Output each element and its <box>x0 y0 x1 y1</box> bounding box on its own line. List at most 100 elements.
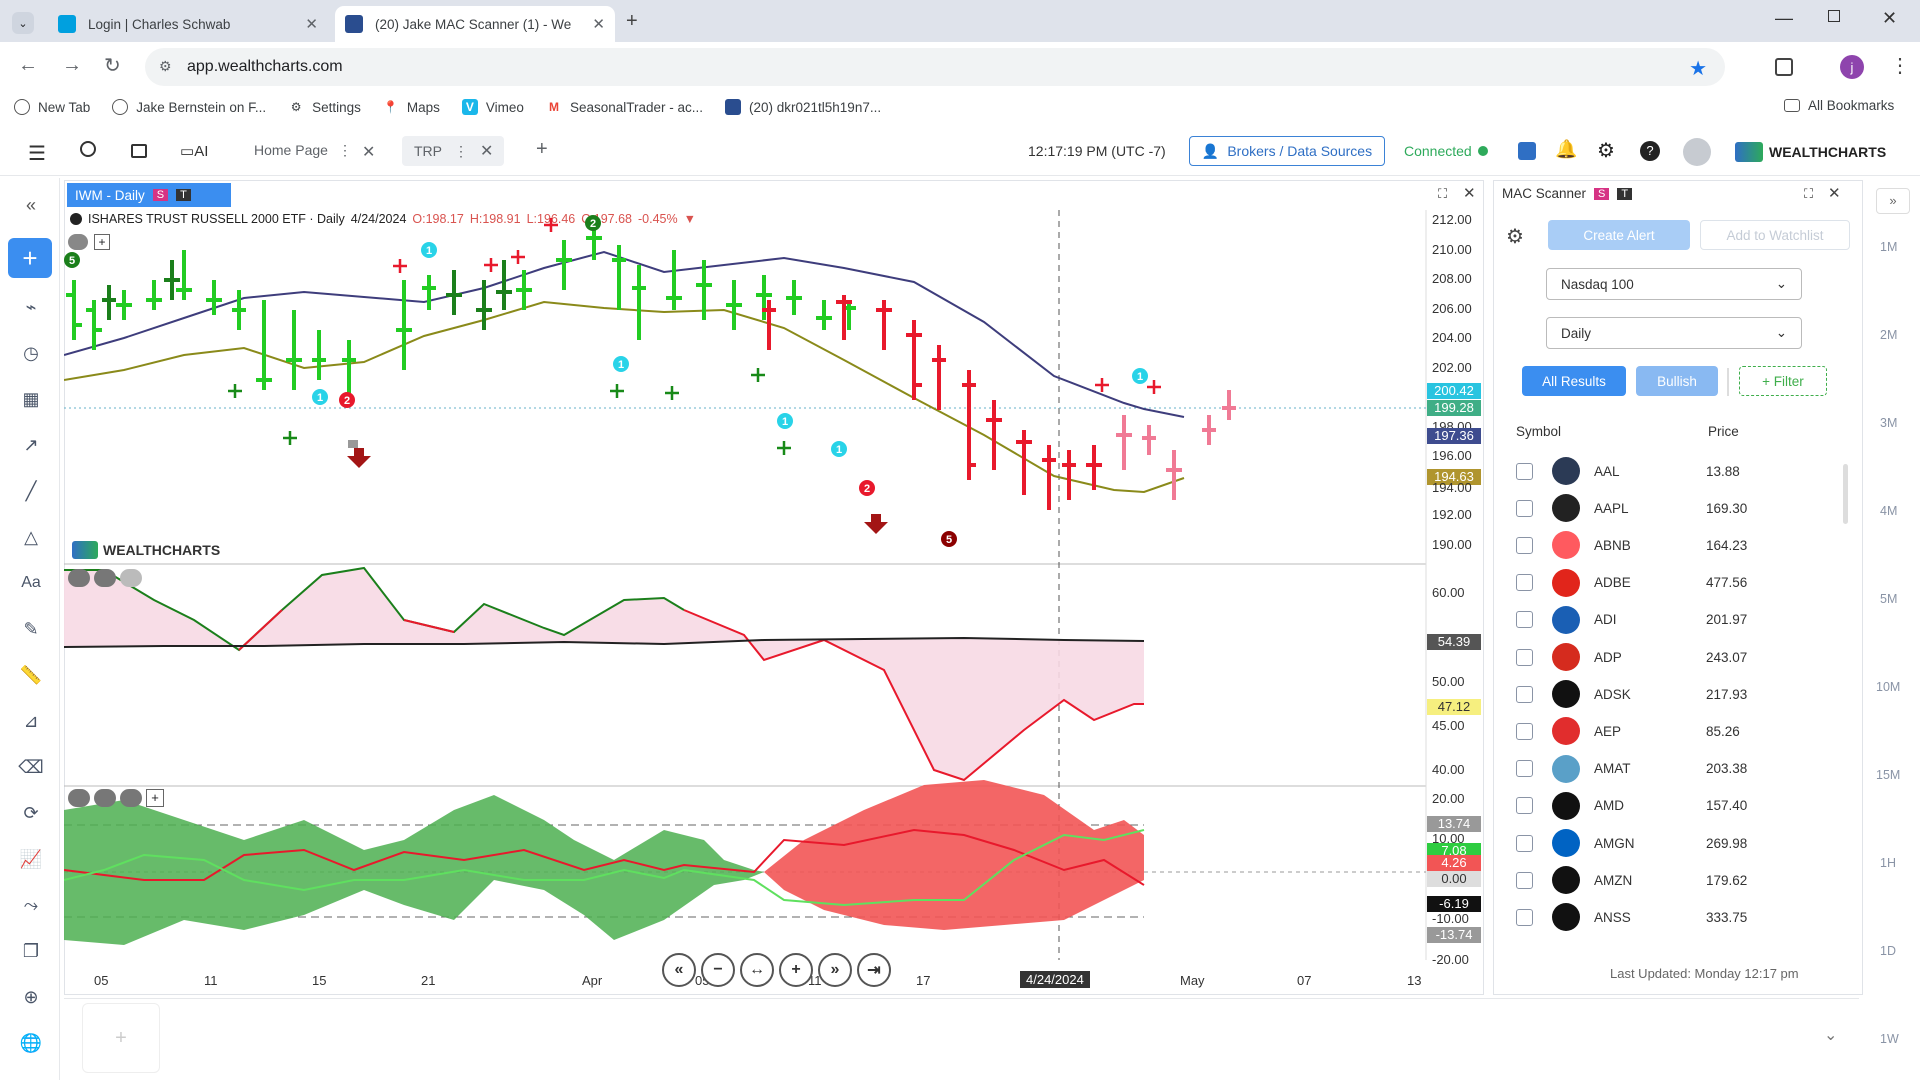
row-checkbox[interactable] <box>1516 760 1533 778</box>
add-indicator-icon[interactable]: + <box>146 789 164 807</box>
row-checkbox[interactable] <box>1516 462 1533 480</box>
scanner-row[interactable]: ADP 243.07 <box>1516 642 1846 672</box>
ai-button[interactable]: ▭AI <box>180 143 209 160</box>
shape-tool-icon[interactable]: △ <box>24 526 38 547</box>
text-tool-icon[interactable]: Aa <box>21 574 41 591</box>
row-checkbox[interactable] <box>1516 536 1533 554</box>
trend-icon[interactable]: ↗ <box>23 434 39 455</box>
extensions-icon[interactable] <box>1775 58 1793 76</box>
column-header-symbol[interactable]: Symbol <box>1516 424 1562 439</box>
column-header-price[interactable]: Price <box>1708 424 1739 439</box>
browser-tab-schwab[interactable]: Login | Charles Schwab ✕ <box>48 6 328 42</box>
add-widget-button[interactable]: + <box>82 1003 160 1073</box>
zoom-in-icon[interactable]: + <box>779 953 813 987</box>
scanner-row[interactable]: ADBE 477.56 <box>1516 568 1846 598</box>
save-icon[interactable] <box>1518 142 1536 160</box>
timeframe-4m[interactable]: 4M <box>1880 504 1898 518</box>
row-checkbox[interactable] <box>1516 499 1533 517</box>
copy-icon[interactable]: ❐ <box>22 940 40 961</box>
scanner-row[interactable]: AMZN 179.62 <box>1516 865 1846 895</box>
maximize-icon[interactable] <box>1828 10 1840 22</box>
user-avatar[interactable] <box>1683 138 1711 166</box>
results-scrollbar[interactable] <box>1843 464 1848 524</box>
chart-title-bar[interactable]: IWM - Daily S T <box>67 183 231 207</box>
timeframe-1w[interactable]: 1W <box>1880 1032 1899 1046</box>
ruler-icon[interactable]: 📏 <box>19 664 43 685</box>
notifications-icon[interactable]: 🔔 <box>1555 139 1578 159</box>
add-drawing-button[interactable]: + <box>8 238 52 278</box>
scroll-right-icon[interactable]: » <box>818 953 852 987</box>
expand-chart-icon[interactable]: ⛶ <box>1438 186 1448 201</box>
minimize-icon[interactable]: — <box>1775 8 1793 28</box>
browser-menu-icon[interactable]: ⋮ <box>1890 55 1910 77</box>
layouts-icon[interactable] <box>131 144 147 158</box>
move-up-icon[interactable] <box>120 569 142 587</box>
timeframe-2m[interactable]: 2M <box>1880 328 1898 342</box>
scanner-row[interactable]: ADI 201.97 <box>1516 605 1846 635</box>
pattern-icon[interactable]: ⤳ <box>23 894 39 915</box>
profile-avatar[interactable]: j <box>1840 55 1864 79</box>
hide-pane-icon[interactable] <box>68 569 90 587</box>
bookmark-dkr[interactable]: (20) dkr021tl5h19n7... <box>725 99 881 115</box>
timeframe-3m[interactable]: 3M <box>1880 416 1898 430</box>
close-tab-icon[interactable]: ✕ <box>480 143 494 160</box>
bookmark-new-tab[interactable]: New Tab <box>14 99 90 115</box>
timeframe-10m[interactable]: 10M <box>1876 680 1901 694</box>
zoom-out-icon[interactable]: − <box>701 953 735 987</box>
history-icon[interactable]: ◷ <box>23 342 39 363</box>
close-tab-icon[interactable]: ✕ <box>361 144 376 161</box>
scanner-row[interactable]: AAPL 169.30 <box>1516 493 1846 523</box>
tab-menu-icon[interactable]: ⋮ <box>454 142 468 159</box>
move-down-icon[interactable] <box>94 789 116 807</box>
row-checkbox[interactable] <box>1516 871 1533 889</box>
bookmark-jake[interactable]: Jake Bernstein on F... <box>112 99 266 115</box>
reload-icon[interactable]: ↻ <box>104 55 121 77</box>
tab-home-page[interactable]: Home Page ⋮ ✕ <box>254 142 375 162</box>
create-alert-button[interactable]: Create Alert <box>1548 220 1690 250</box>
add-tab-icon[interactable]: + <box>536 138 548 160</box>
expand-bottom-panel-icon[interactable]: ⌄ <box>1824 1027 1838 1044</box>
index-select[interactable]: Nasdaq 100 ⌄ <box>1546 268 1802 300</box>
row-checkbox[interactable] <box>1516 722 1533 740</box>
menu-icon[interactable]: ☰ <box>28 143 46 165</box>
scanner-settings-icon[interactable]: ⚙ <box>1506 226 1524 248</box>
tab-trp[interactable]: TRP ⋮ ✕ <box>402 136 504 166</box>
new-tab-plus-icon[interactable]: + <box>626 10 638 32</box>
calendar-icon[interactable]: ▦ <box>22 388 40 409</box>
timeframe-1d[interactable]: 1D <box>1880 944 1896 958</box>
search-icon[interactable] <box>80 141 96 157</box>
settings-gear-icon[interactable]: ⚙ <box>1597 140 1615 162</box>
row-checkbox[interactable] <box>1516 648 1533 666</box>
eraser-icon[interactable]: ⌫ <box>18 756 44 777</box>
close-window-icon[interactable]: ✕ <box>1882 8 1898 28</box>
timeframe-5m[interactable]: 5M <box>1880 592 1898 606</box>
row-checkbox[interactable] <box>1516 797 1533 815</box>
bullish-button[interactable]: Bullish <box>1636 366 1718 396</box>
chart-type-icon[interactable]: ⌁ <box>25 296 37 317</box>
move-down-icon[interactable] <box>94 569 116 587</box>
tab-menu-icon[interactable]: ⋮ <box>337 142 352 158</box>
reset-zoom-icon[interactable]: ↔ <box>740 953 774 987</box>
timeframe-1m[interactable]: 1M <box>1880 240 1898 254</box>
close-tab-icon[interactable]: ✕ <box>305 16 318 33</box>
scanner-row[interactable]: AMGN 269.98 <box>1516 828 1846 858</box>
all-results-button[interactable]: All Results <box>1522 366 1626 396</box>
pencil-icon[interactable]: ✎ <box>23 618 39 639</box>
add-filter-button[interactable]: + Filter <box>1739 366 1827 396</box>
all-bookmarks[interactable]: All Bookmarks <box>1784 98 1894 113</box>
scanner-row[interactable]: AMD 157.40 <box>1516 791 1846 821</box>
bookmark-star-icon[interactable]: ★ <box>1689 58 1707 80</box>
row-checkbox[interactable] <box>1516 685 1533 703</box>
add-to-watchlist-button[interactable]: Add to Watchlist <box>1700 220 1850 250</box>
close-tab-icon[interactable]: ✕ <box>592 16 605 33</box>
brokers-button[interactable]: 👤 Brokers / Data Sources <box>1189 136 1385 166</box>
scanner-row[interactable]: AAL 13.88 <box>1516 456 1846 486</box>
bookmark-vimeo[interactable]: V Vimeo <box>461 99 524 115</box>
scanner-row[interactable]: ANSS 333.75 <box>1516 902 1846 932</box>
line-tool-icon[interactable]: ╱ <box>25 480 37 501</box>
scanner-row[interactable]: ABNB 164.23 <box>1516 530 1846 560</box>
scanner-row[interactable]: ADSK 217.93 <box>1516 679 1846 709</box>
help-icon[interactable]: ? <box>1640 141 1660 161</box>
close-chart-icon[interactable]: ✕ <box>1463 185 1476 202</box>
hide-pane-icon[interactable] <box>68 789 90 807</box>
